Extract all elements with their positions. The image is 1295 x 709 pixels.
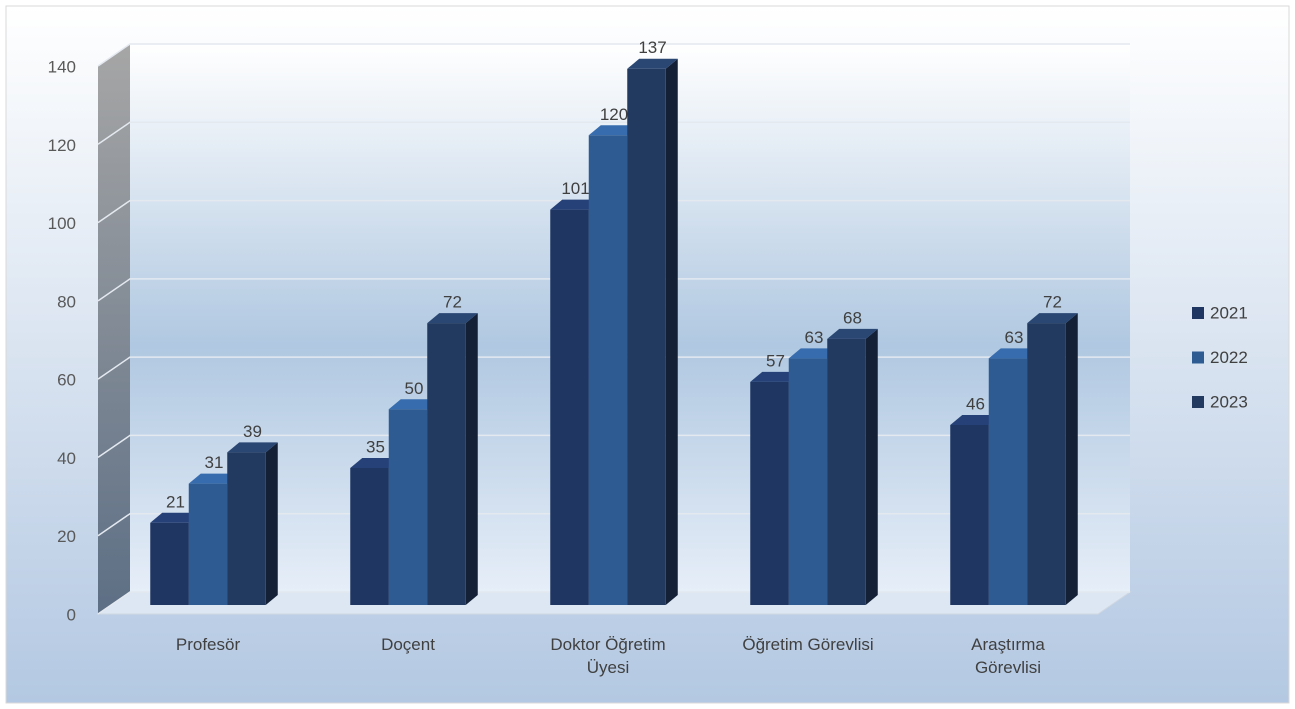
grid-line: [97, 199, 1130, 224]
bar-top: [550, 199, 601, 210]
bar-side: [665, 58, 678, 605]
grid-line: [97, 121, 1130, 145]
bar-top: [950, 414, 1001, 425]
bar-top: [227, 442, 278, 453]
data-label: 101: [561, 179, 589, 198]
bar-front: [588, 135, 628, 606]
legend-swatch: [1192, 351, 1204, 364]
bar-front: [750, 381, 789, 605]
bar-front: [827, 338, 866, 605]
y-tick-label: 140: [48, 57, 76, 76]
bar-front: [1027, 323, 1066, 605]
bar-front: [427, 323, 466, 605]
bar-side: [465, 313, 478, 605]
bar: [427, 313, 478, 605]
data-label: 63: [1005, 328, 1024, 347]
y-tick-label: 100: [48, 214, 76, 233]
legend-label: 2021: [1210, 303, 1248, 322]
bar-side: [865, 328, 878, 605]
data-label: 39: [243, 422, 262, 441]
bar-front: [550, 209, 589, 605]
data-label: 57: [766, 351, 785, 370]
bar-side: [265, 442, 278, 605]
bar-side: [1065, 313, 1078, 605]
bar-front: [188, 483, 228, 605]
bar-top: [788, 348, 840, 359]
legend-label: 2023: [1210, 392, 1248, 411]
data-label: 120: [600, 105, 628, 124]
bar-front: [350, 468, 389, 605]
grid-line: [97, 43, 1130, 67]
x-tick-label: Araştırma Görevlisi: [971, 635, 1045, 677]
bar-front: [150, 522, 189, 605]
left-wall: [98, 44, 130, 614]
bar-front: [388, 409, 428, 605]
y-tick-label: 120: [48, 136, 76, 155]
data-label: 72: [1043, 293, 1062, 312]
data-label: 72: [443, 293, 462, 312]
bar-top: [150, 512, 201, 523]
bar-top: [1027, 313, 1078, 324]
y-tick-label: 0: [67, 605, 76, 624]
legend-swatch: [1192, 396, 1204, 408]
y-tick-label: 20: [57, 527, 76, 546]
y-tick-label: 40: [57, 449, 76, 468]
bar-top: [427, 313, 478, 324]
bar-front: [950, 424, 989, 605]
x-tick-label: Doktor Öğretim Üyesi: [550, 635, 666, 677]
bar-top: [588, 125, 640, 136]
bar: [1027, 313, 1078, 605]
bar-front: [988, 358, 1028, 605]
bar: [227, 442, 278, 605]
bar-top: [350, 458, 401, 468]
bar-top: [627, 58, 678, 69]
data-label: 63: [805, 328, 824, 347]
data-label: 68: [843, 308, 862, 327]
y-tick-label: 80: [57, 292, 76, 311]
bar-front: [627, 68, 666, 605]
legend-label: 2022: [1210, 348, 1248, 367]
bar-top: [750, 371, 801, 382]
data-label: 137: [638, 38, 666, 57]
x-tick-label: Doçent: [381, 635, 435, 654]
data-label: 35: [366, 437, 385, 456]
bar-top: [827, 328, 878, 339]
y-tick-label: 60: [57, 371, 76, 390]
legend-swatch: [1192, 307, 1204, 319]
bar-front: [788, 358, 828, 605]
bar-top: [188, 473, 240, 484]
bar-top: [388, 399, 440, 410]
bar: [827, 328, 878, 605]
data-label: 46: [966, 394, 985, 413]
data-label: 31: [205, 453, 224, 472]
bar-front: [227, 452, 266, 605]
data-label: 21: [166, 492, 185, 511]
grid-line: [97, 278, 1130, 302]
data-label: 50: [405, 379, 424, 398]
bar-top: [988, 348, 1040, 359]
x-tick-label: Profesör: [175, 635, 241, 654]
x-tick-label: Öğretim Görevlisi: [742, 635, 874, 654]
bar: [627, 58, 678, 605]
